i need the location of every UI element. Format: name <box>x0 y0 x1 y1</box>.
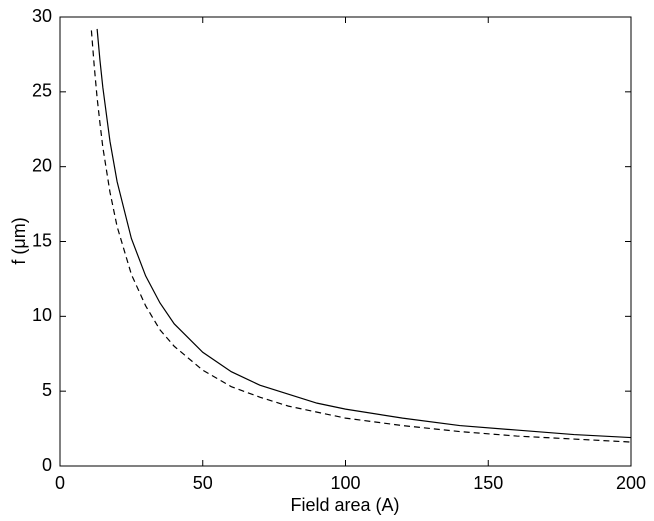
line-series <box>90 30 632 443</box>
x-tick-label: 0 <box>55 473 65 493</box>
x-tick-label: 50 <box>193 473 213 493</box>
line-series <box>96 28 632 439</box>
y-tick-label: 25 <box>32 81 52 101</box>
x-tick-label: 150 <box>473 473 503 493</box>
y-tick-label: 20 <box>32 155 52 175</box>
x-axis-label: Field area (A) <box>290 495 399 515</box>
y-tick-label: 15 <box>32 230 52 250</box>
x-tick-label: 200 <box>616 473 646 493</box>
x-tick-label: 100 <box>330 473 360 493</box>
y-tick-label: 10 <box>32 305 52 325</box>
plot-frame <box>59 16 632 467</box>
y-tick-label: 0 <box>42 455 52 475</box>
y-tick-label: 30 <box>32 6 52 26</box>
y-tick-label: 5 <box>42 380 52 400</box>
y-axis-label: f (μm) <box>9 217 29 264</box>
